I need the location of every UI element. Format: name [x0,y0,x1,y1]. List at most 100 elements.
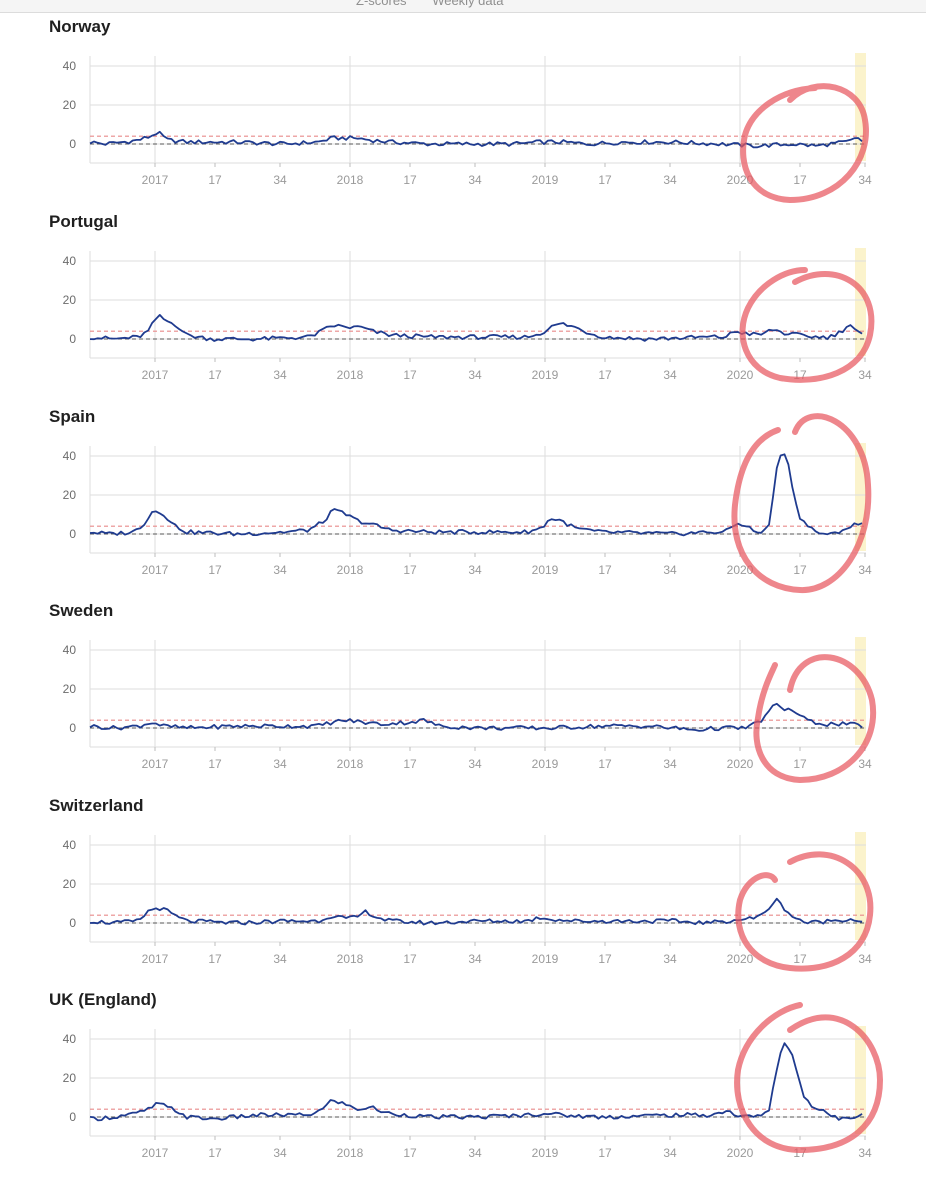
x-tick-label: 2018 [337,757,364,771]
y-tick-label: 40 [63,449,77,463]
toolbar-item-zscores[interactable]: Z-scores [356,0,407,8]
country-title: Norway [49,17,111,36]
x-tick-label: 34 [663,368,677,382]
x-tick-label: 34 [273,952,287,966]
y-tick-label: 20 [63,488,77,502]
x-tick-label: 17 [598,563,612,577]
x-tick-label: 34 [858,173,872,187]
x-tick-label: 2017 [142,368,169,382]
x-tick-label: 2019 [532,757,559,771]
x-tick-label: 17 [793,563,807,577]
x-tick-label: 17 [598,173,612,187]
country-title: Spain [49,407,96,426]
x-tick-label: 34 [663,952,677,966]
highlight-band [855,1026,866,1134]
x-tick-label: 17 [403,173,417,187]
country-panel: Portugal 0 20 40 2017 17 34 2018 17 34 2019 17 34 202… [0,195,926,389]
x-tick-label: 34 [468,1146,482,1160]
x-tick-label: 34 [273,757,287,771]
x-tick-label: 34 [858,368,872,382]
x-tick-label: 34 [468,757,482,771]
x-tick-label: 34 [663,173,677,187]
y-tick-label: 40 [63,838,77,852]
annotation-circle [753,654,877,783]
x-tick-label: 17 [598,757,612,771]
annotation-group [740,83,869,203]
country-title: UK (England) [49,990,157,1009]
x-tick-label: 34 [858,757,872,771]
y-tick-label: 40 [63,1032,77,1046]
x-tick-label: 2017 [142,1146,169,1160]
annotation-circle [731,413,872,594]
annotation-circle [734,1002,883,1153]
x-tick-label: 34 [273,368,287,382]
x-tick-label: 2020 [727,368,754,382]
y-tick-label: 0 [69,721,76,735]
x-tick-label: 34 [273,173,287,187]
x-tick-label: 2020 [727,1146,754,1160]
data-series-line [89,130,863,149]
y-tick-label: 0 [69,332,76,346]
x-tick-label: 17 [403,368,417,382]
data-series-line [89,897,863,926]
annotation-group [739,267,875,383]
x-tick-label: 34 [273,563,287,577]
highlight-band [855,832,866,940]
x-tick-label: 34 [858,563,872,577]
country-panel: Spain 0 20 40 2017 17 34 2018 17 34 2019 17 34 2020 17… [0,390,926,594]
x-tick-label: 34 [273,1146,287,1160]
x-tick-label: 17 [208,1146,222,1160]
country-panel: Norway 0 20 40 2017 17 34 2018 17 34 2019 17 34 2020 1… [0,0,926,203]
x-tick-label: 17 [403,1146,417,1160]
data-series-line [89,314,863,342]
x-tick-label: 34 [858,952,872,966]
x-tick-label: 17 [793,173,807,187]
x-tick-label: 34 [663,563,677,577]
country-title: Portugal [49,212,118,231]
x-tick-label: 2017 [142,563,169,577]
x-tick-label: 2017 [142,173,169,187]
annotation-group [734,1002,883,1153]
x-tick-label: 17 [793,952,807,966]
y-tick-label: 20 [63,1071,77,1085]
annotation-circle [735,851,874,972]
x-tick-label: 2018 [337,173,364,187]
x-tick-label: 2018 [337,368,364,382]
x-tick-label: 17 [403,563,417,577]
highlight-band [855,248,866,356]
top-toolbar: Z-scores Weekly data [0,0,926,13]
highlight-band [855,637,866,745]
x-tick-label: 2019 [532,1146,559,1160]
x-tick-label: 2017 [142,952,169,966]
x-tick-label: 17 [208,563,222,577]
x-tick-label: 17 [793,757,807,771]
country-title: Switzerland [49,796,144,815]
x-tick-label: 17 [598,368,612,382]
annotation-group [753,654,877,783]
country-title: Sweden [49,601,114,620]
x-tick-label: 34 [663,757,677,771]
data-series-line [89,702,863,732]
x-tick-label: 17 [403,952,417,966]
annotation-circle [739,267,875,383]
x-tick-label: 17 [403,757,417,771]
x-tick-label: 34 [468,563,482,577]
y-tick-label: 20 [63,682,77,696]
annotation-group [731,413,872,594]
annotation-group [735,851,874,972]
highlight-band [855,443,866,551]
country-panel: Switzerland 0 20 40 2017 17 34 2018 17 34 2019 17 34… [0,779,926,973]
x-tick-label: 34 [663,1146,677,1160]
x-tick-label: 2017 [142,757,169,771]
data-series-line [89,1042,863,1122]
toolbar-item-weekly[interactable]: Weekly data [432,0,504,8]
x-tick-label: 17 [598,952,612,966]
x-tick-label: 34 [468,952,482,966]
x-tick-label: 2019 [532,563,559,577]
x-tick-label: 17 [598,1146,612,1160]
